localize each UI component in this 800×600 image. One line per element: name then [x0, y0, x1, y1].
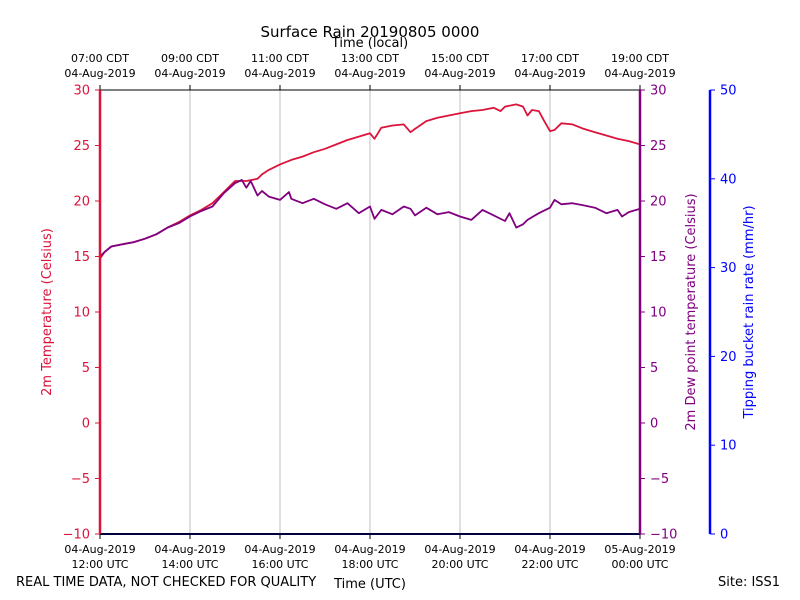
left-axis-label: 2m Temperature (Celsius): [40, 228, 55, 396]
rain-tick-label: 10: [720, 439, 737, 454]
temp-tick-label: −5: [71, 472, 90, 487]
bottom-tick-label: 04-Aug-2019: [424, 543, 495, 556]
bottom-axis-label: Time (UTC): [333, 577, 406, 592]
rain-tick-label: 50: [720, 84, 737, 99]
bottom-tick-label: 12:00 UTC: [71, 558, 128, 571]
ticks: −10 −5 0 5 10 15 20 25 30 −10 −5 0 5 10 15 20 25 30 0 10 20 3…: [63, 52, 737, 571]
bottom-tick-label: 18:00 UTC: [341, 558, 398, 571]
temp-tick-label: 15: [73, 250, 90, 265]
grid: [99, 90, 641, 534]
top-tick-label: 04-Aug-2019: [334, 67, 405, 80]
temp-tick-label: 30: [73, 84, 90, 99]
dew-tick-label: −5: [650, 472, 669, 487]
bottom-tick-label: 20:00 UTC: [431, 558, 488, 571]
temp-tick-label: 10: [73, 306, 90, 321]
bottom-tick-label: 04-Aug-2019: [64, 543, 135, 556]
temp-tick-label: 5: [82, 361, 90, 376]
bottom-tick-label: 14:00 UTC: [161, 558, 218, 571]
disclaimer-text: REAL TIME DATA, NOT CHECKED FOR QUALITY: [16, 575, 317, 590]
rain-tick-label: 20: [720, 350, 737, 365]
top-axis-label: Time (local): [331, 36, 408, 51]
bottom-tick-label: 22:00 UTC: [521, 558, 578, 571]
rain-tick-label: 30: [720, 261, 737, 276]
bottom-tick-label: 00:00 UTC: [611, 558, 668, 571]
top-tick-label: 04-Aug-2019: [244, 67, 315, 80]
far-right-axis-label: Tipping bucket rain rate (mm/hr): [742, 205, 757, 419]
chart-title: Surface Rain 20190805 0000: [261, 23, 480, 41]
dew-tick-label: 25: [650, 139, 667, 154]
top-tick-label: 09:00 CDT: [161, 52, 219, 65]
top-tick-label: 04-Aug-2019: [514, 67, 585, 80]
rain-tick-label: 0: [720, 528, 728, 543]
series-line-temp: [99, 103, 641, 260]
top-tick-label: 07:00 CDT: [71, 52, 129, 65]
dew-tick-label: −10: [650, 528, 677, 543]
top-tick-label: 15:00 CDT: [431, 52, 489, 65]
bottom-tick-label: 04-Aug-2019: [154, 543, 225, 556]
dew-tick-label: 0: [650, 417, 658, 432]
top-tick-label: 19:00 CDT: [611, 52, 669, 65]
temp-tick-label: 20: [73, 195, 90, 210]
bottom-tick-label: 04-Aug-2019: [244, 543, 315, 556]
bottom-tick-label: 04-Aug-2019: [334, 543, 405, 556]
bottom-tick-label: 16:00 UTC: [251, 558, 308, 571]
top-tick-label: 04-Aug-2019: [64, 67, 135, 80]
top-tick-label: 13:00 CDT: [341, 52, 399, 65]
temp-tick-label: 0: [82, 417, 90, 432]
rain-tick-label: 40: [720, 172, 737, 187]
top-tick-label: 04-Aug-2019: [604, 67, 675, 80]
top-tick-label: 04-Aug-2019: [424, 67, 495, 80]
dew-tick-label: 30: [650, 84, 667, 99]
dew-tick-label: 10: [650, 306, 667, 321]
dew-tick-label: 5: [650, 361, 658, 376]
bottom-tick-label: 05-Aug-2019: [604, 543, 675, 556]
axes: [98, 89, 712, 535]
temp-tick-label: −10: [63, 528, 90, 543]
top-tick-label: 11:00 CDT: [251, 52, 309, 65]
site-label: Site: ISS1: [718, 575, 781, 590]
bottom-tick-label: 04-Aug-2019: [514, 543, 585, 556]
series-line-dew: [99, 178, 641, 258]
dew-tick-label: 15: [650, 250, 667, 265]
temp-tick-label: 25: [73, 139, 90, 154]
right-axis-label: 2m Dew point temperature (Celsius): [684, 193, 699, 430]
top-tick-label: 17:00 CDT: [521, 52, 579, 65]
top-tick-label: 04-Aug-2019: [154, 67, 225, 80]
dew-tick-label: 20: [650, 195, 667, 210]
